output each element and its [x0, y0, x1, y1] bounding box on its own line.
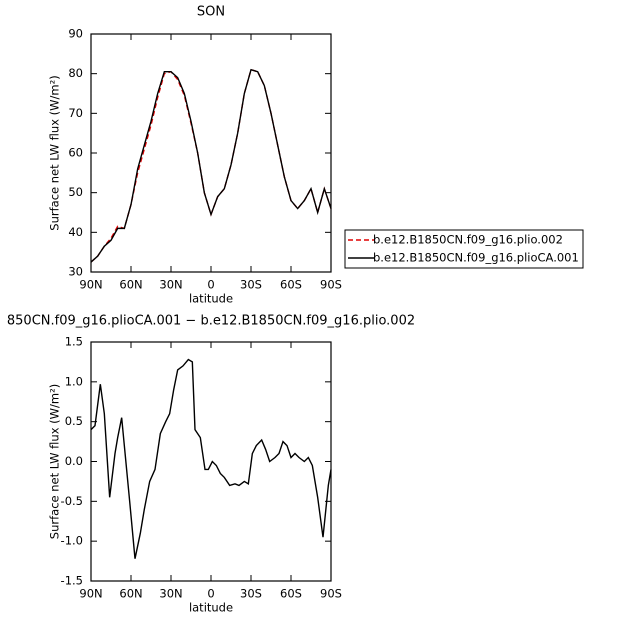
- y-tick-label: 50: [68, 185, 83, 199]
- x-tick-label: 0: [207, 587, 214, 601]
- x-tick-label: 30N: [159, 587, 182, 601]
- series-line: [90, 358, 332, 559]
- series-line: [90, 68, 332, 263]
- y-tick-label: 1.5: [65, 335, 83, 349]
- x-axis-label: latitude: [189, 601, 233, 615]
- y-tick-label: 30: [68, 265, 83, 279]
- x-tick-label: 90S: [320, 278, 342, 292]
- y-tick-label: 40: [68, 225, 83, 239]
- y-tick-label: 0.5: [65, 414, 83, 428]
- x-axis-label: latitude: [189, 292, 233, 306]
- y-axis-label: Surface net LW flux (W/m²): [48, 75, 62, 230]
- legend-box: [344, 229, 584, 269]
- y-tick-label: 90: [68, 27, 83, 41]
- y-axis-label: Surface net LW flux (W/m²): [48, 384, 62, 539]
- y-tick-label: 80: [68, 66, 83, 80]
- x-tick-label: 30S: [240, 587, 262, 601]
- chart-title: SON: [197, 5, 225, 20]
- plot-frame: [90, 341, 332, 582]
- x-tick-label: 90S: [320, 587, 342, 601]
- series-line: [90, 68, 332, 263]
- y-tick-label: 0.0: [65, 454, 83, 468]
- x-tick-label: 60S: [280, 587, 302, 601]
- plot-frame: [90, 33, 332, 273]
- x-tick-label: 0: [207, 278, 214, 292]
- legend-label: b.e12.B1850CN.f09_g16.plioCA.001: [373, 251, 579, 265]
- y-tick-label: 1.0: [65, 374, 83, 388]
- chart-title: 850CN.f09_g16.plioCA.001 − b.e12.B1850CN…: [7, 314, 415, 329]
- x-tick-label: 60N: [119, 278, 142, 292]
- legend-label: b.e12.B1850CN.f09_g16.plio.002: [373, 233, 563, 247]
- y-tick-label: -1.0: [61, 534, 83, 548]
- y-tick-label: 60: [68, 146, 83, 160]
- x-tick-label: 30S: [240, 278, 262, 292]
- y-tick-label: -0.5: [61, 494, 83, 508]
- x-tick-label: 60S: [280, 278, 302, 292]
- y-tick-label: -1.5: [61, 574, 83, 588]
- x-tick-label: 90N: [79, 278, 102, 292]
- x-tick-label: 30N: [159, 278, 182, 292]
- x-tick-label: 60N: [119, 587, 142, 601]
- x-tick-label: 90N: [79, 587, 102, 601]
- y-tick-label: 70: [68, 106, 83, 120]
